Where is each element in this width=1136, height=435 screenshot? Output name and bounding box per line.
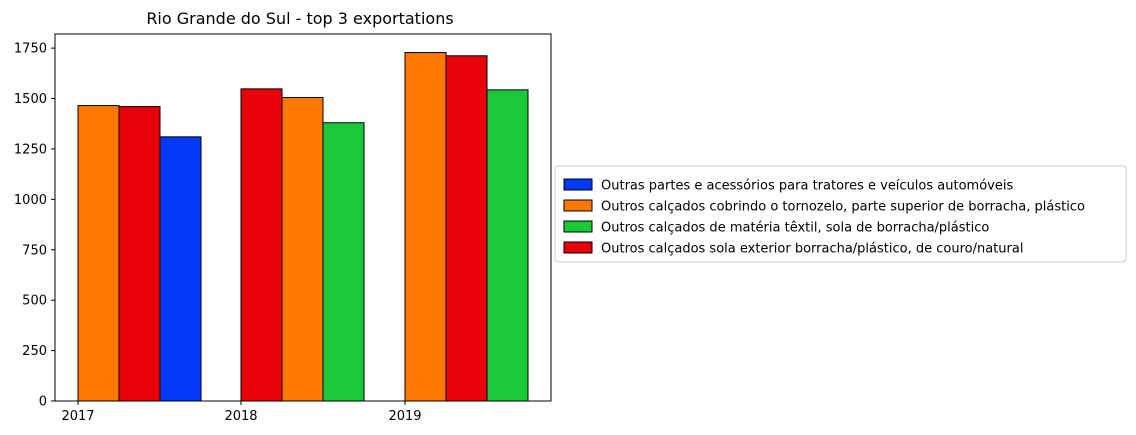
bar-2018-series-3 <box>240 88 283 402</box>
y-tick-label: 250 <box>22 344 47 359</box>
x-tick-label: 2019 <box>388 409 421 424</box>
bar-2018-series-2 <box>322 122 365 402</box>
legend-label: Outros calçados cobrindo o tornozelo, pa… <box>601 200 1085 215</box>
legend-box <box>554 165 1127 263</box>
bar-2019-series-2 <box>486 89 529 402</box>
legend: Outras partes e acessórios para tratores… <box>554 165 1127 263</box>
plot-frame <box>54 33 552 402</box>
y-tick-label: 1500 <box>14 92 47 107</box>
legend-label: Outros calçados sola exterior borracha/p… <box>601 242 1023 257</box>
bar-2019-series-3 <box>445 55 488 402</box>
y-tick-label: 1250 <box>14 142 47 157</box>
x-tick-label: 2017 <box>61 409 94 424</box>
bar-2017-series-3 <box>118 106 161 402</box>
bar-2017-series-1 <box>77 105 120 402</box>
legend-swatch <box>563 241 593 254</box>
x-axis: 2017 2018 2019 <box>61 401 422 424</box>
bar-2018-series-1 <box>281 97 324 402</box>
chart-title: Rio Grande do Sul - top 3 exportations <box>146 9 453 28</box>
bars-group <box>77 52 529 402</box>
legend-swatch <box>563 199 593 212</box>
x-tick-label: 2018 <box>224 409 257 424</box>
bar-2019-series-1 <box>404 52 447 402</box>
y-tick-label: 0 <box>39 395 47 410</box>
y-axis: 0 250 500 750 1000 1250 1500 1750 <box>14 42 55 410</box>
y-tick-label: 500 <box>22 294 47 309</box>
legend-swatch <box>563 178 593 191</box>
legend-swatch <box>563 220 593 233</box>
y-tick-label: 1750 <box>14 42 47 57</box>
legend-label: Outros calçados de matéria têxtil, sola … <box>601 221 989 236</box>
y-tick-label: 1000 <box>14 193 47 208</box>
legend-label: Outras partes e acessórios para tratores… <box>601 179 1013 194</box>
y-tick-label: 750 <box>22 243 47 258</box>
bar-2017-series-0 <box>159 136 202 402</box>
